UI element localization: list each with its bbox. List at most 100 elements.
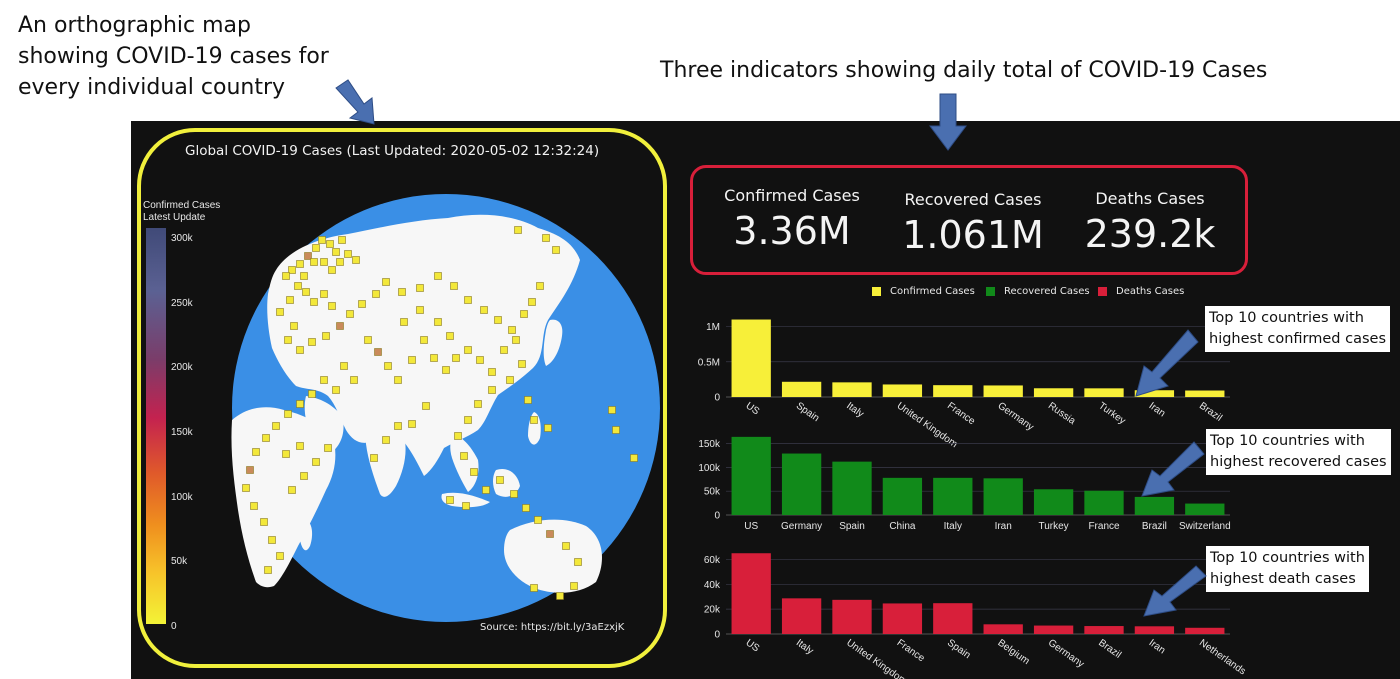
country-marker[interactable] [297,261,304,268]
country-marker[interactable] [447,497,454,504]
country-marker[interactable] [323,333,330,340]
bar[interactable] [984,385,1023,397]
country-marker[interactable] [243,485,250,492]
country-marker[interactable] [309,391,316,398]
country-marker[interactable] [497,477,504,484]
country-marker[interactable] [283,273,290,280]
country-marker[interactable] [297,401,304,408]
country-marker[interactable] [513,337,520,344]
country-marker[interactable] [327,241,334,248]
bar[interactable] [1084,491,1123,515]
country-marker[interactable] [443,367,450,374]
country-marker[interactable] [295,283,302,290]
country-marker[interactable] [447,333,454,340]
country-marker[interactable] [253,449,260,456]
bar[interactable] [1084,626,1123,634]
country-marker[interactable] [455,433,462,440]
country-marker[interactable] [471,469,478,476]
country-marker[interactable] [291,323,298,330]
country-marker[interactable] [303,289,310,296]
country-marker[interactable] [371,455,378,462]
country-marker[interactable] [289,487,296,494]
bar[interactable] [1034,388,1073,397]
legend-item-recovered[interactable]: Recovered Cases [986,286,1090,297]
country-marker[interactable] [465,417,472,424]
bar[interactable] [1135,626,1174,634]
bar[interactable] [883,384,922,397]
bar[interactable] [984,624,1023,634]
country-marker[interactable] [417,285,424,292]
country-marker[interactable] [489,369,496,376]
country-marker[interactable] [321,377,328,384]
country-marker[interactable] [285,411,292,418]
bar[interactable] [782,382,821,397]
country-marker[interactable] [285,337,292,344]
bar[interactable] [933,603,972,634]
country-marker[interactable] [261,519,268,526]
country-marker[interactable] [301,273,308,280]
country-marker[interactable] [373,291,380,298]
country-marker[interactable] [385,363,392,370]
country-marker[interactable] [325,445,332,452]
country-marker[interactable] [395,377,402,384]
country-marker[interactable] [417,307,424,314]
bar[interactable] [782,454,821,515]
country-marker[interactable] [311,259,318,266]
country-marker[interactable] [383,279,390,286]
bar[interactable] [933,385,972,397]
country-marker[interactable] [453,355,460,362]
bar[interactable] [832,600,871,634]
bar[interactable] [832,462,871,515]
country-marker[interactable] [321,291,328,298]
country-marker[interactable] [351,377,358,384]
bar[interactable] [732,320,771,397]
country-marker[interactable] [521,311,528,318]
orthographic-globe[interactable] [228,190,664,626]
country-marker[interactable] [501,347,508,354]
country-marker[interactable] [481,307,488,314]
country-marker[interactable] [535,517,542,524]
country-marker[interactable] [543,235,550,242]
country-marker[interactable] [319,237,326,244]
country-marker[interactable] [277,553,284,560]
legend-item-deaths[interactable]: Deaths Cases [1098,286,1184,297]
bar[interactable] [933,478,972,515]
country-marker[interactable] [483,487,490,494]
country-marker[interactable] [297,347,304,354]
country-marker[interactable] [557,593,564,600]
country-marker[interactable] [297,443,304,450]
country-marker[interactable] [465,297,472,304]
legend-item-confirmed[interactable]: Confirmed Cases [872,286,975,297]
country-marker[interactable] [525,397,532,404]
country-marker[interactable] [409,421,416,428]
bar[interactable] [1034,626,1073,634]
country-marker[interactable] [365,337,372,344]
bar[interactable] [1185,628,1224,634]
country-marker[interactable] [277,309,284,316]
country-marker[interactable] [435,319,442,326]
country-marker[interactable] [329,267,336,274]
country-marker[interactable] [321,259,328,266]
country-marker[interactable] [347,311,354,318]
country-marker[interactable] [345,251,352,258]
country-marker[interactable] [431,355,438,362]
country-marker[interactable] [251,503,258,510]
bar[interactable] [1034,489,1073,515]
country-marker[interactable] [507,377,514,384]
country-marker[interactable] [515,227,522,234]
country-marker[interactable] [489,387,496,394]
country-marker[interactable] [529,299,536,306]
bar[interactable] [782,598,821,634]
country-marker[interactable] [571,583,578,590]
country-marker[interactable] [509,327,516,334]
country-marker[interactable] [309,339,316,346]
country-marker[interactable] [339,237,346,244]
bar[interactable] [1185,504,1224,515]
country-marker[interactable] [329,303,336,310]
bar[interactable] [732,437,771,515]
country-marker[interactable] [537,283,544,290]
bar[interactable] [1084,388,1123,397]
country-marker[interactable] [477,357,484,364]
country-marker[interactable] [337,323,344,330]
country-marker[interactable] [337,259,344,266]
